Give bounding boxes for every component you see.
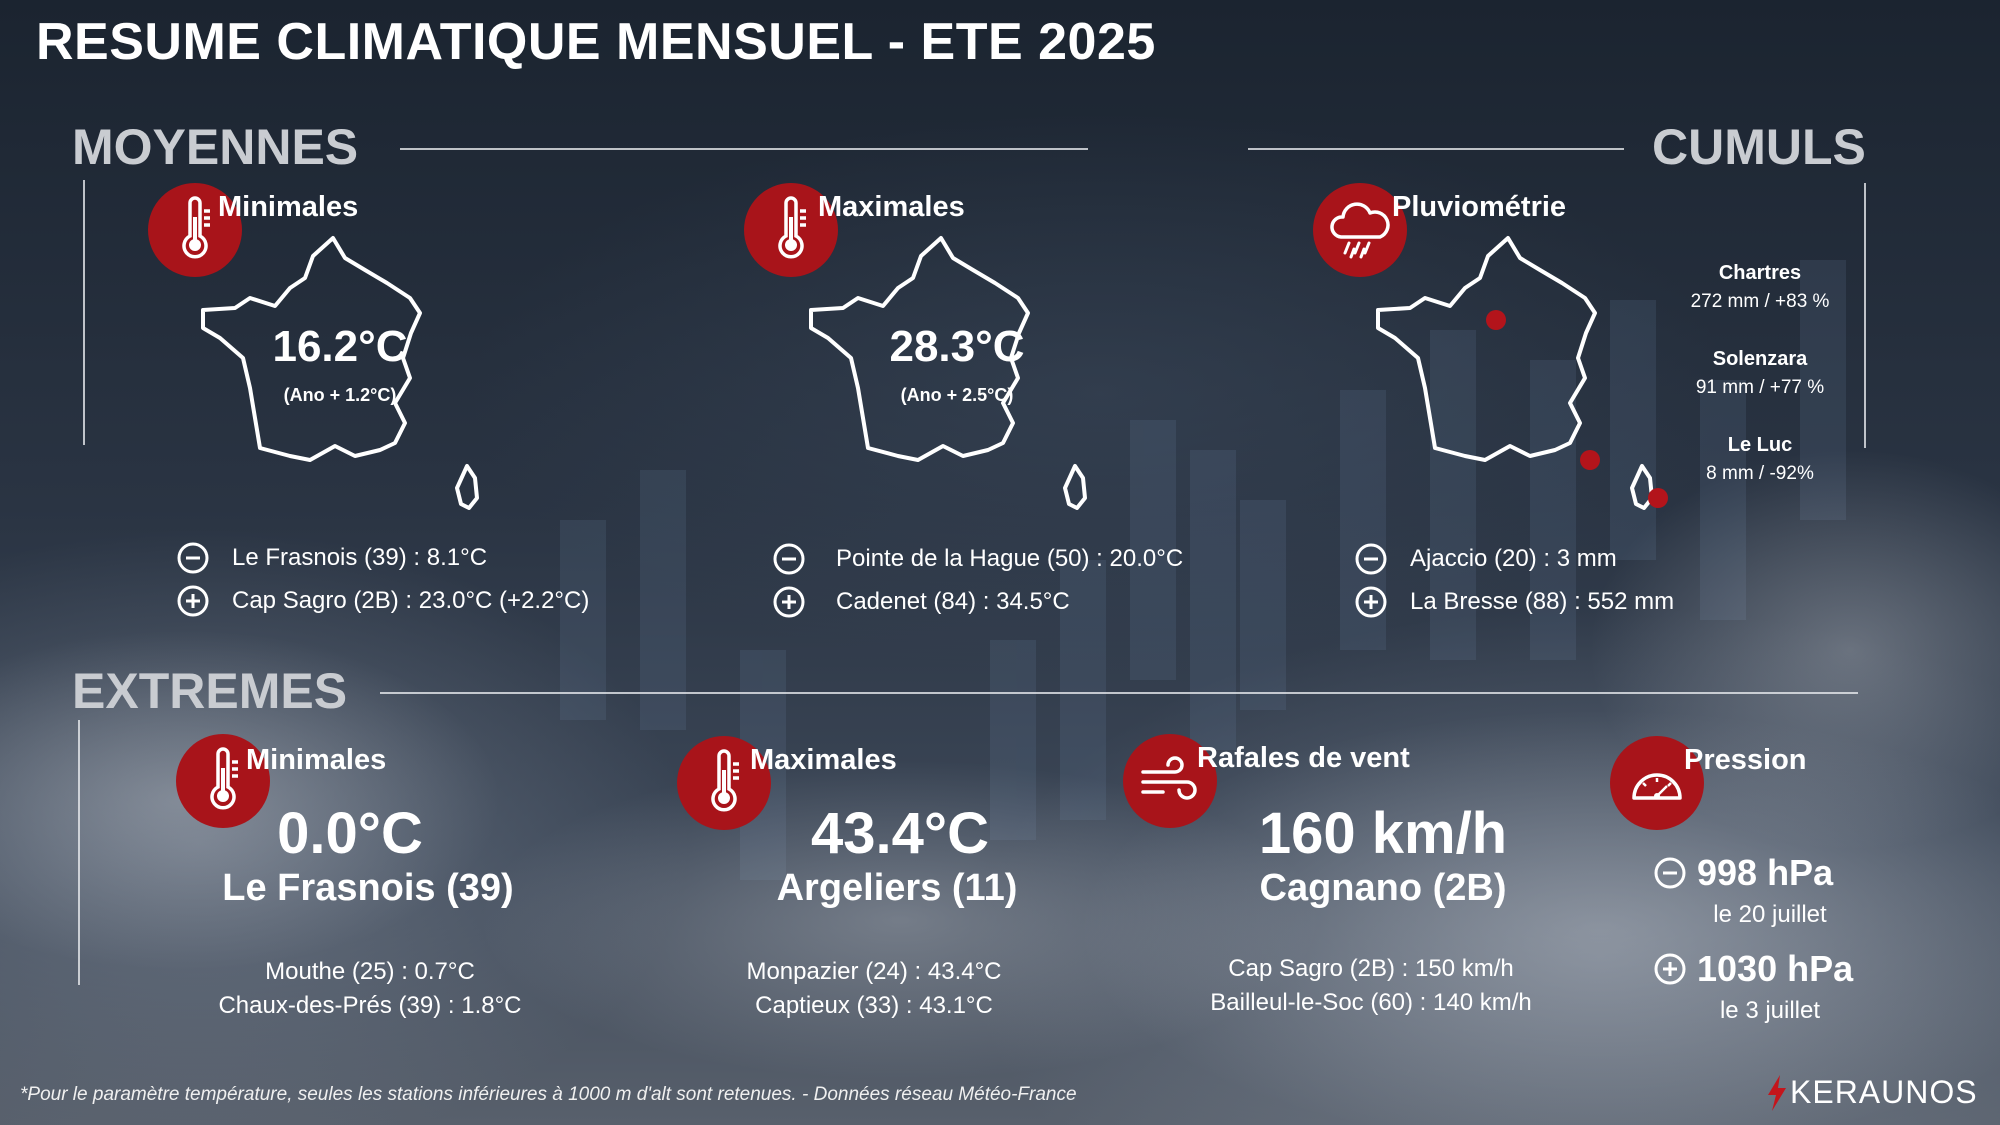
page-title: RESUME CLIMATIQUE MENSUEL - ETE 2025 <box>36 13 1156 71</box>
card-title-maximales: Maximales <box>750 744 897 776</box>
footnote: *Pour le paramètre température, seules l… <box>20 1084 1077 1105</box>
minus-circle-icon <box>177 542 209 574</box>
extreme-value: 160 km/h <box>1258 801 1508 866</box>
france-map <box>201 236 479 510</box>
extreme-value: 0.0°C <box>277 801 423 866</box>
card-title-pression: Pression <box>1684 744 1807 776</box>
pressure-max: 1030 hPa <box>1653 948 1853 990</box>
map-marker-le-luc <box>1580 450 1600 470</box>
logo: KERAUNOS <box>1766 1074 1978 1111</box>
thermometer-icon <box>148 183 242 277</box>
card-title-maximales: Maximales <box>818 191 965 223</box>
extreme-place: Cagnano (2B) <box>1259 867 1507 909</box>
extreme-place: Le Frasnois (39) <box>222 867 514 909</box>
max-station: Cadenet (84) : 34.5°C <box>836 588 1070 615</box>
station-name: Le Luc <box>1727 434 1793 456</box>
station-value: 91 mm / +77 % <box>1695 377 1825 398</box>
station-name: Solenzara <box>1712 348 1808 370</box>
list-item: Ajaccio (20) : 3 mm <box>1354 542 1617 576</box>
list-item: Cap Sagro (2B) : 23.0°C (+2.2°C) <box>176 584 589 618</box>
extreme-other: Mouthe (25) : 0.7°C <box>265 958 475 985</box>
pressure-min-value: 998 hPa <box>1697 852 1834 893</box>
plus-circle-icon <box>773 586 805 618</box>
extreme-other: Chaux-des-Prés (39) : 1.8°C <box>218 992 522 1019</box>
plus-circle-icon <box>177 585 209 617</box>
max-station: La Bresse (88) : 552 mm <box>1410 588 1675 615</box>
min-station: Ajaccio (20) : 3 mm <box>1410 545 1617 572</box>
list-item: Le Frasnois (39) : 8.1°C <box>176 541 487 575</box>
station-value: 8 mm / -92% <box>1706 463 1814 484</box>
anomaly-value: (Ano + 2.5°C) <box>900 385 1014 405</box>
map-marker-chartres <box>1486 310 1506 330</box>
minus-circle-icon <box>1654 857 1686 889</box>
anomaly-value: (Ano + 1.2°C) <box>283 385 397 405</box>
average-value: 28.3°C <box>889 322 1025 371</box>
extreme-value: 43.4°C <box>811 801 989 866</box>
lightning-icon <box>1768 1074 1786 1111</box>
barometer-icon <box>1610 736 1704 830</box>
pressure-min: 998 hPa <box>1653 852 1833 894</box>
divider-line <box>1864 183 1866 448</box>
plus-circle-icon <box>1355 586 1387 618</box>
average-value: 16.2°C <box>272 322 408 371</box>
pressure-max-value: 1030 hPa <box>1697 948 1854 989</box>
section-moyennes: MOYENNES <box>72 119 359 175</box>
wind-icon <box>1123 734 1217 828</box>
list-item: Cadenet (84) : 34.5°C <box>772 585 1070 619</box>
extreme-other: Bailleul-le-Soc (60) : 140 km/h <box>1210 989 1532 1016</box>
min-station: Pointe de la Hague (50) : 20.0°C <box>836 545 1184 572</box>
logo-text: KERAUNOS <box>1790 1074 1978 1110</box>
section-extremes: EXTREMES <box>72 663 348 719</box>
station-name: Chartres <box>1718 262 1802 284</box>
minus-circle-icon <box>773 543 805 575</box>
divider-line <box>83 180 85 445</box>
france-map <box>1376 236 1668 510</box>
card-title-minimales: Minimales <box>218 191 359 223</box>
thermometer-icon <box>677 736 771 830</box>
minus-circle-icon <box>1355 543 1387 575</box>
divider-line <box>78 720 80 985</box>
divider-line <box>1248 148 1624 150</box>
max-station: Cap Sagro (2B) : 23.0°C (+2.2°C) <box>232 587 590 614</box>
plus-circle-icon <box>1654 953 1686 985</box>
extreme-other: Captieux (33) : 43.1°C <box>755 992 993 1019</box>
card-title-pluviometrie: Pluviométrie <box>1392 191 1567 223</box>
station-value: 272 mm / +83 % <box>1690 291 1830 312</box>
thermometer-icon <box>744 183 838 277</box>
card-title-rafales: Rafales de vent <box>1197 742 1410 774</box>
thermometer-icon <box>176 734 270 828</box>
pressure-max-date: le 3 juillet <box>1719 997 1821 1024</box>
card-title-minimales: Minimales <box>246 744 387 776</box>
list-item: La Bresse (88) : 552 mm <box>1354 585 1674 619</box>
france-map <box>809 236 1087 510</box>
divider-line <box>380 692 1858 694</box>
pressure-min-date: le 20 juillet <box>1713 901 1827 928</box>
min-station: Le Frasnois (39) : 8.1°C <box>232 544 488 571</box>
extreme-other: Cap Sagro (2B) : 150 km/h <box>1228 955 1514 982</box>
divider-line <box>400 148 1088 150</box>
extreme-other: Monpazier (24) : 43.4°C <box>746 958 1002 985</box>
rain-cloud-icon <box>1313 183 1407 277</box>
extreme-place: Argeliers (11) <box>776 867 1018 909</box>
map-marker-solenzara <box>1648 488 1668 508</box>
list-item: Pointe de la Hague (50) : 20.0°C <box>772 542 1183 576</box>
section-cumuls: CUMULS <box>1652 119 1866 175</box>
